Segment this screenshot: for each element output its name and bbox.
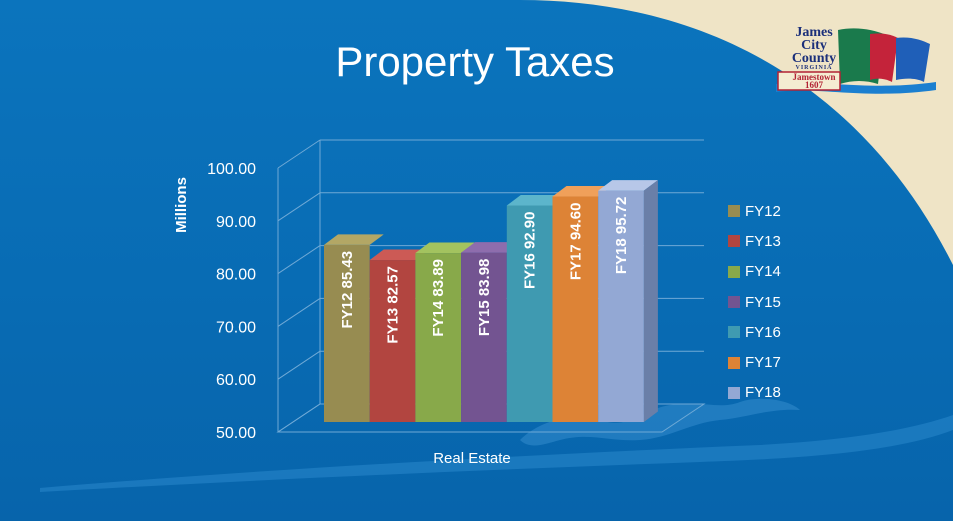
- y-tick-label: 90.00: [216, 214, 256, 231]
- bar-fy16: [506, 194, 567, 422]
- bar-fy14: [415, 242, 476, 422]
- legend-item-fy14: FY14: [728, 257, 848, 287]
- wave-swirl: [520, 398, 800, 446]
- bar-fy15: [461, 242, 521, 422]
- legend-label: FY18: [745, 384, 781, 402]
- legend-swatch: [728, 205, 740, 218]
- legend-label: FY12: [745, 202, 781, 220]
- y-axis-title: Millions: [173, 177, 190, 233]
- legend-swatch: [728, 326, 740, 339]
- bar-top: [598, 180, 658, 191]
- data-label: FY17 94.60: [567, 203, 584, 281]
- bar-front: [369, 260, 416, 422]
- gridline-side: [277, 192, 321, 222]
- bar-top: [461, 242, 521, 253]
- x-axis-label: Real Estate: [433, 450, 511, 467]
- legend-label: FY13: [745, 232, 781, 250]
- y-tick-label: 100.00: [207, 161, 256, 178]
- bar-front: [461, 252, 507, 422]
- bar-front: [552, 196, 599, 422]
- chart-floor: [276, 403, 706, 433]
- logo-line3: County: [791, 51, 837, 66]
- legend-item-fy15: FY15: [728, 287, 848, 317]
- county-logo: James City County VIRGINIA Jamestown 160…: [776, 22, 936, 98]
- logo-line5: Jamestown: [792, 72, 836, 82]
- data-label: FY12 85.43: [339, 251, 356, 329]
- bar-top: [324, 234, 384, 245]
- gridline-side: [277, 245, 321, 275]
- legend-swatch: [728, 356, 740, 369]
- chart-legend: FY12 FY13 FY14 FY15 FY16 FY17 FY18: [728, 196, 848, 408]
- y-tick-label: 50.00: [216, 425, 256, 442]
- logo-line1: James: [795, 25, 833, 40]
- data-label: FY14 83.89: [430, 259, 447, 337]
- logo-line2: City: [801, 38, 827, 53]
- data-label: FY18 95.72: [613, 197, 630, 275]
- sails-icon: [776, 28, 936, 94]
- bar-fy12: [324, 234, 384, 422]
- legend-label: FY14: [745, 263, 781, 281]
- gridline-side: [277, 139, 321, 169]
- data-label: FY16 92.90: [522, 211, 539, 289]
- bar-fy17: [552, 186, 613, 422]
- y-tick-label: 80.00: [216, 267, 256, 284]
- bar-front: [506, 205, 553, 422]
- legend-label: FY16: [745, 323, 781, 341]
- bar-front: [598, 190, 644, 422]
- bar-top: [506, 194, 567, 206]
- legend-swatch: [728, 235, 740, 248]
- legend-item-fy18: FY18: [728, 378, 848, 408]
- data-label: FY13 82.57: [385, 266, 402, 344]
- bar-top: [369, 249, 430, 261]
- logo-line6: 1607: [805, 80, 823, 90]
- gridline-side: [277, 297, 321, 327]
- data-label: FY15 83.98: [476, 259, 493, 337]
- logo-line4: VIRGINIA: [795, 65, 833, 71]
- bar-top: [552, 186, 613, 197]
- wave-swoosh: [40, 415, 953, 492]
- legend-item-fy16: FY16: [728, 317, 848, 347]
- bar-front: [324, 244, 370, 422]
- gridline-side: [277, 350, 321, 380]
- legend-swatch: [728, 386, 740, 399]
- y-tick-label: 70.00: [216, 319, 256, 336]
- bar-fy13: [369, 249, 430, 422]
- legend-item-fy17: FY17: [728, 347, 848, 377]
- legend-item-fy13: FY13: [728, 226, 848, 256]
- legend-swatch: [728, 296, 740, 309]
- y-tick-label: 60.00: [216, 372, 256, 389]
- bar-front: [415, 253, 462, 422]
- slide-title: Property Taxes: [335, 38, 615, 85]
- legend-label: FY15: [745, 293, 781, 311]
- legend-label: FY17: [745, 354, 781, 372]
- bar-fy18: [598, 180, 658, 422]
- bar-top: [415, 242, 476, 254]
- bar-side: [643, 180, 658, 422]
- legend-swatch: [728, 265, 740, 278]
- legend-item-fy12: FY12: [728, 196, 848, 226]
